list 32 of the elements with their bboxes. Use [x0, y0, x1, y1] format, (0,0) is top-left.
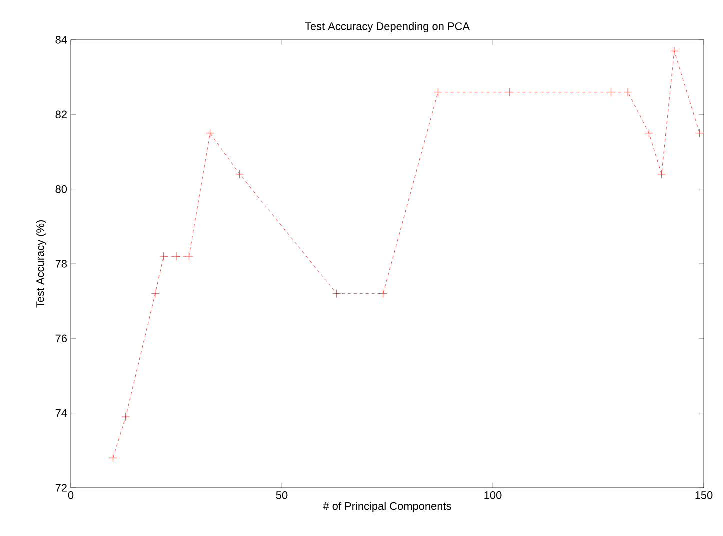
- point: [624, 88, 632, 96]
- y-axis-title: Test Accuracy (%): [36, 220, 46, 308]
- x-tick-label: 100: [484, 492, 502, 500]
- point: [658, 170, 666, 179]
- point: [606, 88, 616, 96]
- y-tick-label: 84: [56, 36, 68, 44]
- point: [506, 88, 514, 96]
- point: [109, 454, 118, 462]
- point: [206, 129, 214, 138]
- y-tick-label: 76: [56, 334, 67, 343]
- y-tick-label: 82: [56, 110, 67, 119]
- point: [434, 88, 442, 96]
- point: [122, 412, 130, 422]
- point: [379, 290, 388, 298]
- y-tick-label: 72: [56, 484, 67, 492]
- point: [172, 252, 181, 261]
- x-tick-label: 150: [696, 492, 713, 500]
- y-tick-label: 80: [56, 185, 68, 194]
- point: [151, 290, 160, 298]
- x-tick-label: 50: [276, 492, 288, 500]
- point: [184, 252, 194, 261]
- point: [644, 129, 654, 138]
- chart-title: Test Accuracy Depending on PCA: [305, 22, 470, 32]
- point: [670, 46, 679, 56]
- x-tick-label: 0: [68, 492, 74, 500]
- y-tick-label: 78: [56, 260, 67, 268]
- point: [332, 290, 342, 298]
- x-axis-title: # of Principal Components: [323, 502, 452, 512]
- point: [696, 129, 704, 138]
- point: [160, 252, 168, 261]
- y-tick-label: 74: [56, 410, 68, 418]
- point: [236, 170, 244, 179]
